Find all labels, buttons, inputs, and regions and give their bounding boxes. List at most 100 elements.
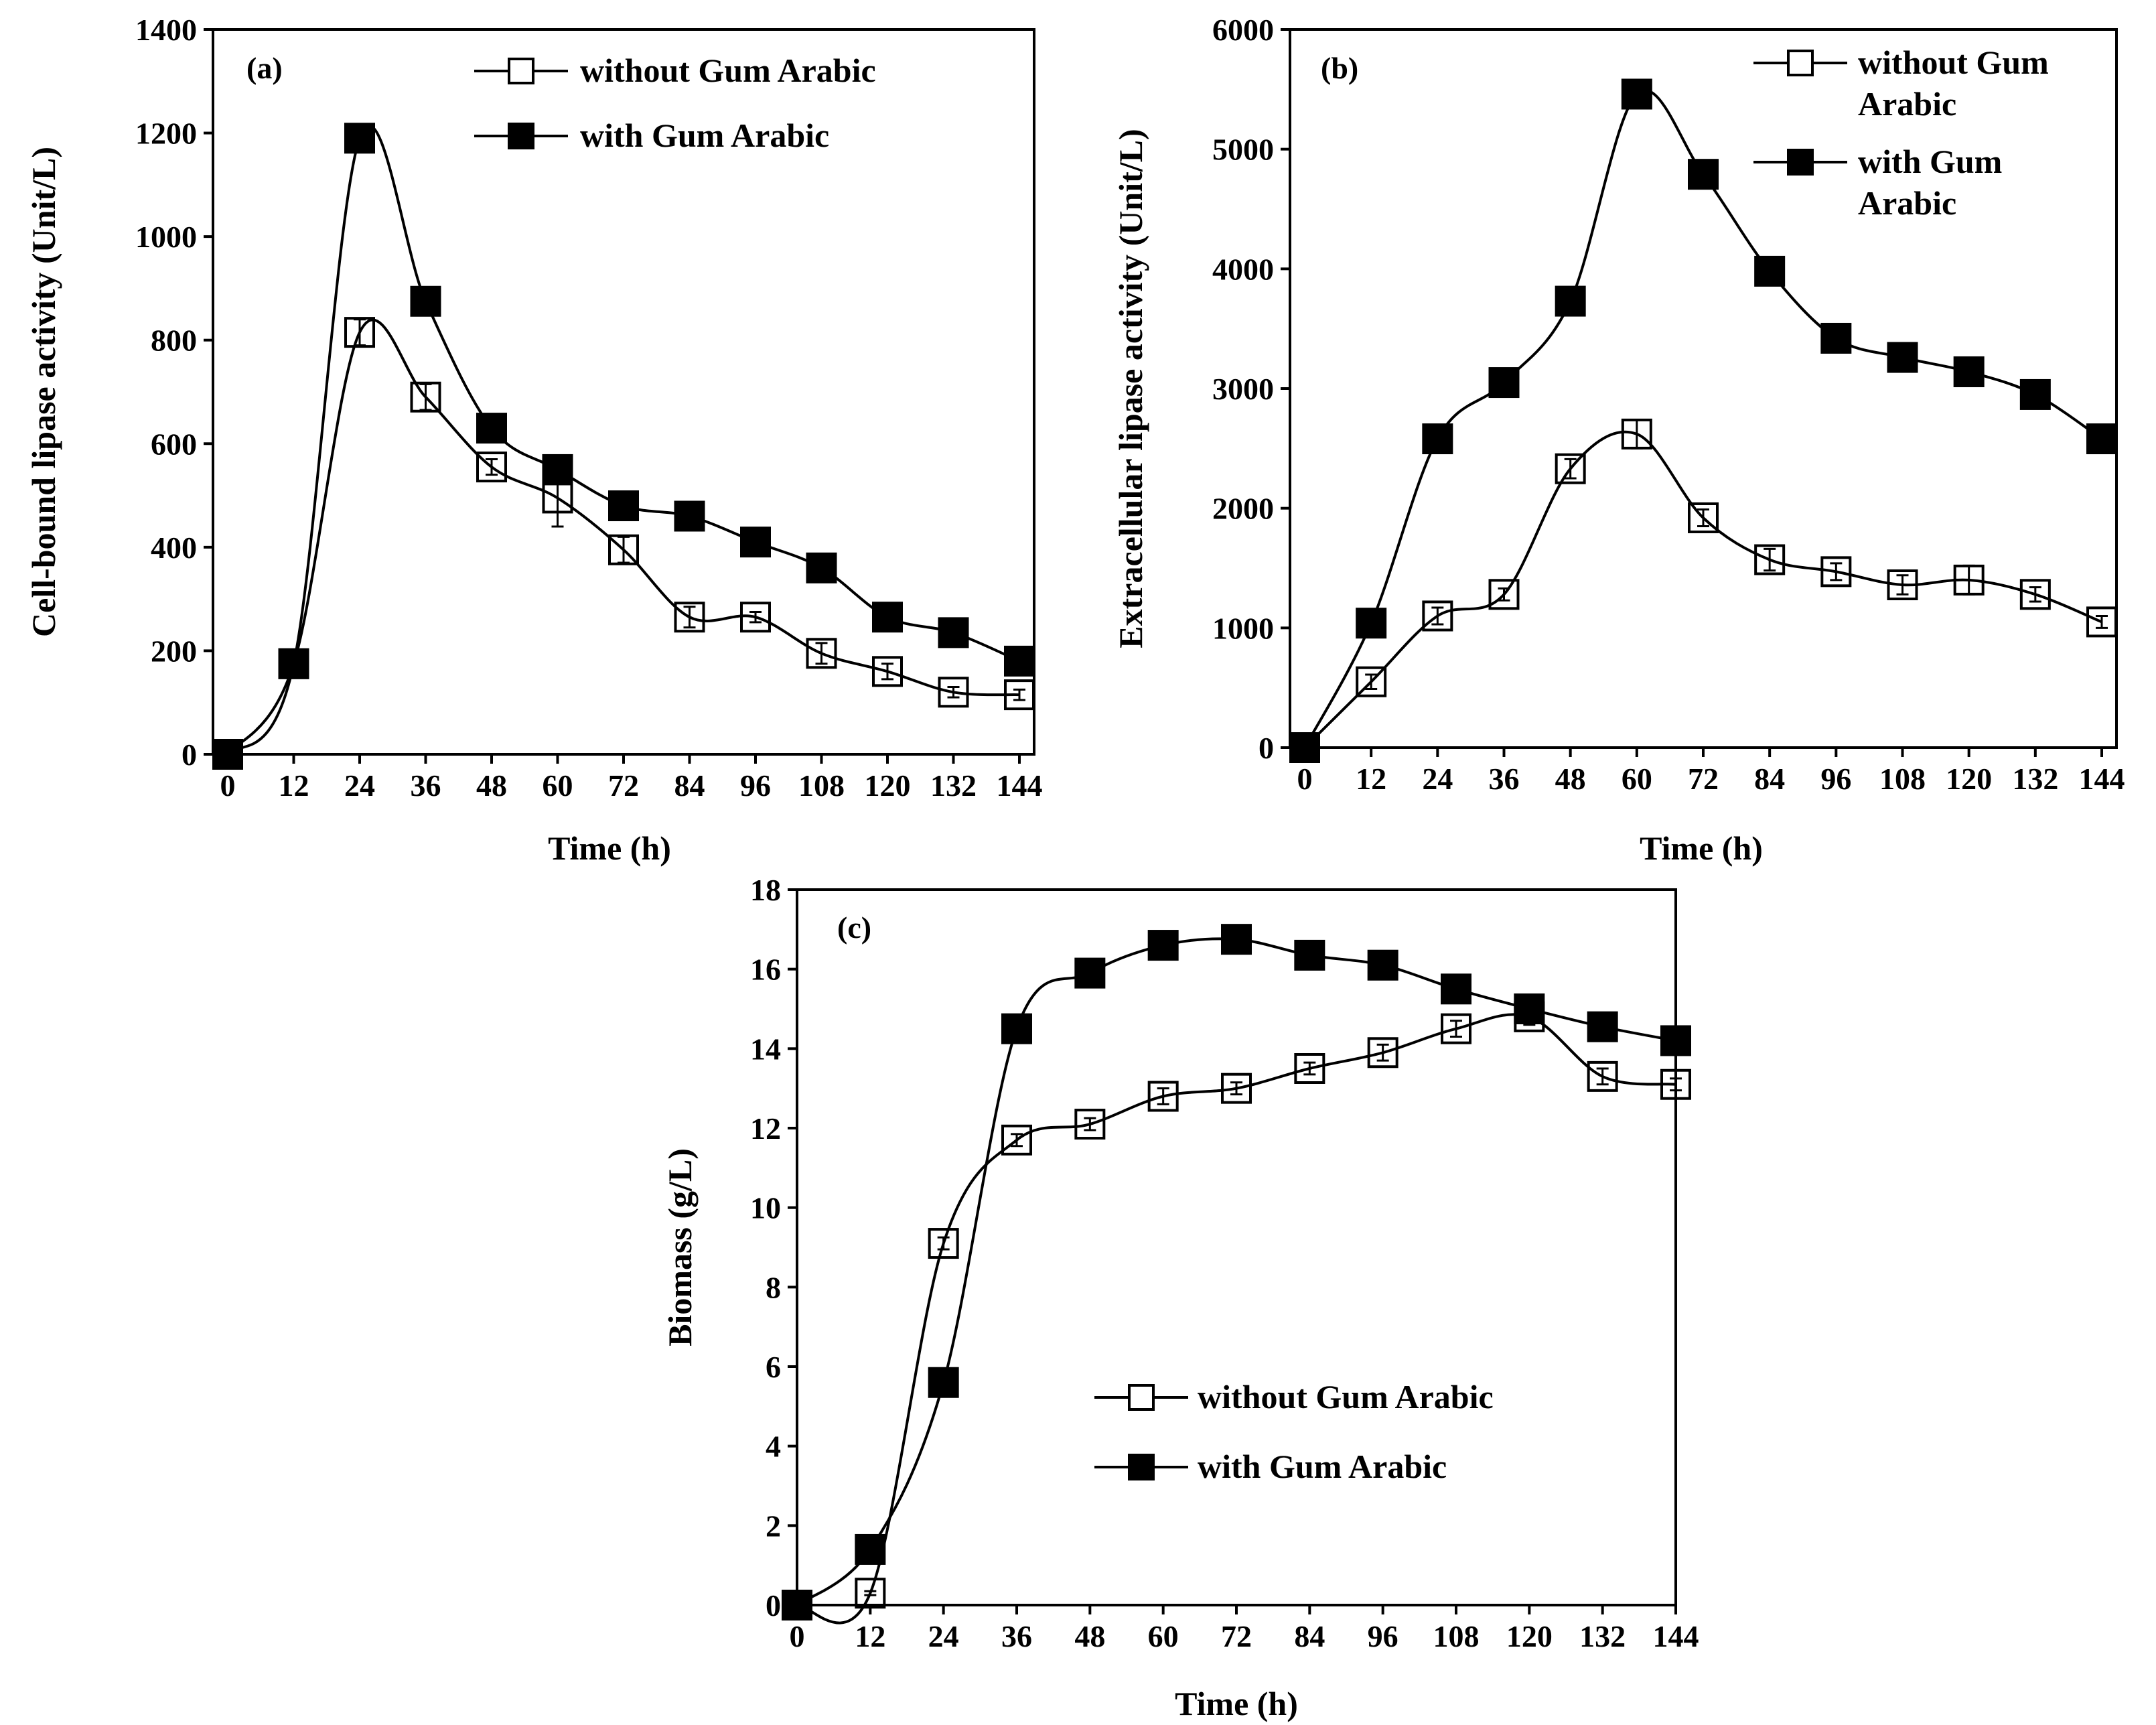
y-tick-label: 10 [750,1191,781,1225]
legend-marker-without-b [1787,50,1814,76]
data-point-with-gum-arabic [1221,924,1252,955]
data-point-with-gum-arabic [1289,732,1320,763]
data-point-without-gum-arabic [1367,1037,1398,1068]
x-tick-label: 48 [476,768,507,803]
legend-marker-with-b [1787,149,1814,176]
y-axis-title-a: Cell-bound lipase activity (Unit/L) [25,147,62,637]
data-point-with-gum-arabic [212,739,243,770]
y-ticks-a: 0 200 400 600 800 1000 1200 1400 [135,13,213,772]
x-tick-label: 96 [1820,762,1851,796]
x-tick-label: 48 [1074,1619,1105,1653]
x-tick-label: 96 [1368,1619,1398,1653]
x-axis-title-c: Time (h) [1175,1685,1298,1722]
data-point-without-gum-arabic [855,1578,886,1609]
data-point-with-gum-arabic [855,1533,886,1565]
x-axis-title-a: Time (h) [548,829,671,867]
data-point-without-gum-arabic [938,677,969,708]
y-ticks-b: 0 1000 2000 3000 4000 5000 6000 [1212,13,1290,765]
data-point-with-gum-arabic [674,500,705,532]
x-tick-label: 24 [1422,762,1453,796]
x-tick-label: 144 [1653,1619,1699,1653]
data-point-with-gum-arabic [806,552,837,583]
y-tick-label: 1400 [135,13,197,47]
data-point-with-gum-arabic [1887,342,1918,373]
x-tick-label: 96 [740,768,771,803]
data-point-without-gum-arabic [1621,418,1652,450]
y-tick-label: 4000 [1212,252,1274,286]
data-point-with-gum-arabic [1754,255,1786,287]
data-point-with-gum-arabic [344,123,375,154]
y-tick-label: 14 [750,1032,781,1066]
legend-entry-with-b: with Gum Arabic [1753,143,2002,222]
legend-a: without Gum Arabic with Gum Arabic [474,52,876,154]
x-tick-label: 12 [1356,762,1386,796]
y-tick-label: 16 [750,953,781,987]
data-point-without-gum-arabic [806,638,837,669]
data-point-without-gum-arabic [1820,556,1852,588]
legend-marker-without-a [508,58,534,84]
y-tick-label: 1200 [135,117,197,151]
data-point-with-gum-arabic [1147,930,1179,961]
y-tick-label: 6000 [1212,13,1274,47]
x-tick-label: 84 [1294,1619,1325,1653]
y-tick-label: 0 [1259,731,1274,765]
panel-label-b: (b) [1321,51,1358,85]
legend-label-without-a: without Gum Arabic [580,52,876,89]
data-point-without-gum-arabic [1294,1053,1325,1084]
x-tick-label: 36 [411,768,441,803]
y-tick-label: 18 [750,873,781,907]
data-point-without-gum-arabic [608,534,639,565]
data-point-with-gum-arabic [2019,378,2051,410]
legend-marker-without-c [1128,1384,1155,1411]
y-tick-label: 2 [766,1509,781,1543]
x-tick-label: 12 [855,1619,885,1653]
data-point-without-gum-arabic [1001,1124,1032,1156]
x-tick-label: 72 [1688,762,1719,796]
y-tick-label: 400 [151,531,197,565]
x-tick-label: 0 [220,768,236,803]
x-tick-label: 60 [543,768,573,803]
legend-b: without Gum Arabic with Gum Arabic [1753,44,2049,222]
data-point-with-gum-arabic [476,413,507,444]
data-point-with-gum-arabic [938,617,969,648]
data-point-with-gum-arabic [928,1367,959,1398]
chart-panel-b: 0 1000 2000 3000 4000 5000 6000 0 12 24 36 48 60 72 8… [1112,13,2125,867]
x-tick-label: 72 [1221,1619,1252,1653]
series-line-with-gum-arabic [1303,88,2103,748]
legend-marker-with-c [1128,1454,1155,1480]
legend-label-with-a: with Gum Arabic [580,117,829,154]
markers-b [1289,78,2117,763]
y-tick-label: 6 [766,1350,781,1384]
data-point-with-gum-arabic [1621,78,1652,110]
x-tick-label: 132 [930,768,977,803]
data-point-with-gum-arabic [1488,367,1520,399]
x-tick-label: 144 [997,768,1043,803]
x-tick-label: 108 [1433,1619,1480,1653]
legend-c: without Gum Arabic with Gum Arabic [1094,1378,1494,1485]
y-axis-title-b: Extracellular lipase activity (Unit/L) [1112,129,1149,648]
data-point-with-gum-arabic [1587,1011,1618,1042]
data-point-without-gum-arabic [740,602,771,633]
data-point-with-gum-arabic [1953,356,1985,387]
panel-label-c: (c) [837,910,871,945]
data-point-without-gum-arabic [674,602,705,633]
y-ticks-c: 0 2 4 6 8 10 12 14 16 18 [750,873,797,1623]
x-tick-label: 60 [1148,1619,1179,1653]
data-point-with-gum-arabic [608,490,639,522]
data-point-without-gum-arabic [872,656,903,687]
legend-label-with-b-line1: with Gum [1858,143,2002,180]
data-point-without-gum-arabic [2086,606,2117,638]
data-point-without-gum-arabic [1488,579,1520,610]
x-tick-label: 24 [344,768,375,803]
plot-frame-b [1289,28,2118,749]
data-point-with-gum-arabic [1555,285,1586,317]
data-point-with-gum-arabic [1001,1013,1032,1044]
data-point-with-gum-arabic [1294,939,1325,971]
data-point-with-gum-arabic [782,1590,812,1620]
y-tick-label: 600 [151,427,197,461]
data-point-with-gum-arabic [1660,1025,1691,1056]
data-point-with-gum-arabic [1074,957,1106,989]
data-point-without-gum-arabic [1147,1081,1179,1112]
data-point-with-gum-arabic [872,602,903,633]
